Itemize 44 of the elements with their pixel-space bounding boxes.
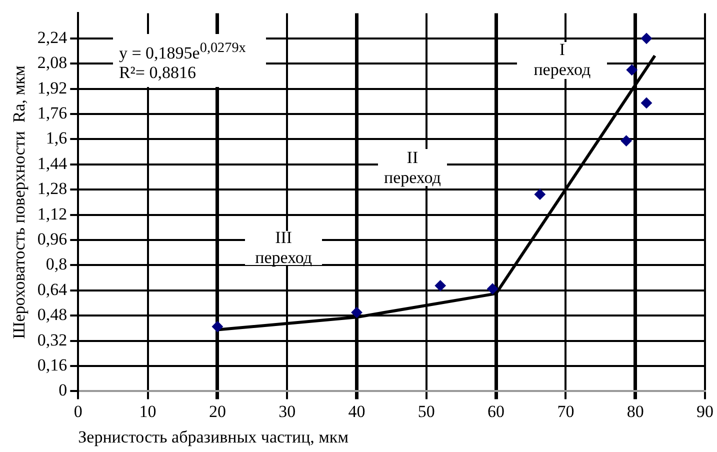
y-tick-label: 2,24 — [37, 28, 68, 47]
x-tick-label: 20 — [208, 402, 226, 421]
x-tick-label: 50 — [418, 402, 435, 421]
y-tick-label: 1,92 — [37, 78, 68, 98]
point — [487, 283, 498, 294]
x-tick-label: 10 — [139, 402, 156, 421]
point — [534, 188, 546, 200]
x-axis-title: Зернистость абразивных частиц, мкм — [78, 427, 349, 446]
y-tick-label: 2,08 — [37, 53, 68, 72]
x-tick-label: 80 — [626, 402, 644, 421]
y-tick-label: 0 — [58, 380, 68, 400]
y-tick-label: 0,8 — [46, 254, 68, 274]
point — [212, 321, 223, 332]
y-tick-label: 1,12 — [37, 204, 68, 224]
x-tick-label: 70 — [557, 402, 574, 421]
text-box: y = 0,1895e$^{0,0279x}$ R²= 0,8816 — [112, 34, 266, 88]
point — [351, 306, 362, 318]
point — [640, 97, 652, 108]
y-axis-title: Шероховатость поверхности Ra, мкм — [10, 65, 29, 339]
x-tick-label: 60 — [488, 402, 505, 421]
y-tick-label: 0,32 — [37, 330, 68, 350]
text-box: II переход — [378, 148, 448, 186]
annotation: II переход — [384, 148, 442, 188]
text-box: III переход — [245, 230, 322, 266]
y-tick-label: 1,28 — [37, 179, 68, 198]
point — [434, 280, 446, 292]
y-tick-label: 0,64 — [37, 280, 68, 299]
y-tick-label: 0,48 — [37, 305, 68, 324]
x-tick-label: 0 — [74, 402, 82, 421]
x-tick-label: 30 — [278, 402, 296, 421]
x-tick-label: 90 — [696, 402, 714, 421]
point — [620, 135, 632, 146]
text-box: I переход — [516, 42, 608, 80]
y-tick-label: 0,16 — [37, 355, 68, 374]
x-tick-label: 40 — [348, 402, 366, 421]
annotation: III переход — [254, 228, 314, 268]
y-tick-label: 1,44 — [37, 154, 68, 173]
annotation: y = 0,1895e$^{0,0279x}$ R²= 0,8816 — [118, 38, 247, 84]
y-tick-label: 0,96 — [37, 229, 68, 248]
y-tick-label: 1,6 — [46, 128, 68, 148]
annotation: I переход — [532, 40, 592, 80]
point — [640, 32, 652, 44]
y-tick-label: 1,76 — [37, 103, 68, 122]
point — [626, 64, 638, 76]
